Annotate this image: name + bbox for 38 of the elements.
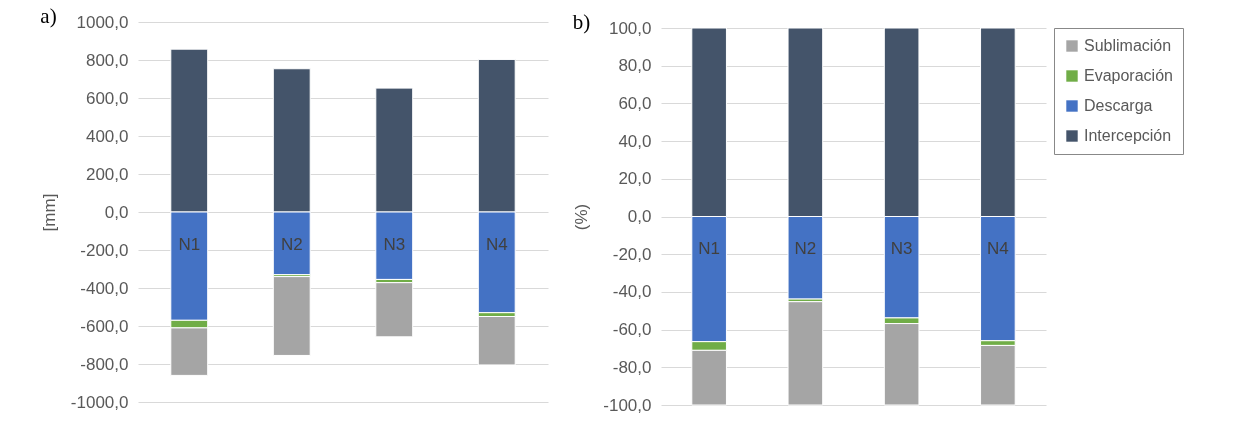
x-tick-label: N2 — [280, 234, 303, 254]
y-tick-label: -600,0 — [80, 316, 129, 336]
y-tick-label: -60,0 — [612, 320, 652, 340]
y-axis-title: (%) — [572, 203, 592, 231]
x-tick-label: N4 — [987, 239, 1009, 258]
x-tick-label: N3 — [383, 234, 406, 254]
y-tick-label: 100,0 — [608, 18, 652, 38]
y-tick-label: 600,0 — [85, 88, 129, 108]
y-tick-label: -1000,0 — [70, 392, 129, 412]
y-tick-label: -800,0 — [80, 354, 129, 374]
y-tick-label: -80,0 — [612, 357, 652, 377]
y-axis-title: [mm] — [39, 193, 59, 232]
y-tick-label: 400,0 — [85, 126, 129, 146]
y-tick-label: -20,0 — [612, 244, 652, 264]
x-tick-label: N2 — [794, 239, 817, 258]
y-tick-label: 60,0 — [618, 93, 652, 113]
y-tick-label: 200,0 — [85, 164, 129, 184]
y-tick-label: 80,0 — [618, 56, 652, 76]
y-tick-label: 20,0 — [618, 169, 652, 189]
y-tick-label: -40,0 — [612, 282, 652, 302]
y-tick-label: 0,0 — [627, 207, 652, 226]
x-tick-label: N4 — [485, 234, 508, 254]
x-tick-label: N1 — [698, 239, 720, 258]
legend-label: Intercepción — [1084, 127, 1172, 144]
y-tick-label: 40,0 — [618, 131, 652, 151]
legend-label: Sublimación — [1084, 37, 1172, 54]
x-tick-label: N3 — [890, 239, 913, 258]
y-tick-label: -200,0 — [80, 240, 129, 260]
legend-label: Descarga — [1084, 97, 1153, 114]
chart-title: b) — [572, 10, 591, 34]
y-tick-label: 0,0 — [104, 202, 129, 222]
x-tick-label: N1 — [178, 234, 201, 254]
legend-label: Evaporación — [1084, 67, 1173, 84]
y-tick-label: 800,0 — [85, 50, 129, 70]
y-tick-label: 1000,0 — [76, 12, 129, 32]
y-tick-label: -100,0 — [603, 395, 652, 415]
y-tick-label: -400,0 — [80, 278, 129, 298]
chart-title: a) — [40, 4, 57, 28]
